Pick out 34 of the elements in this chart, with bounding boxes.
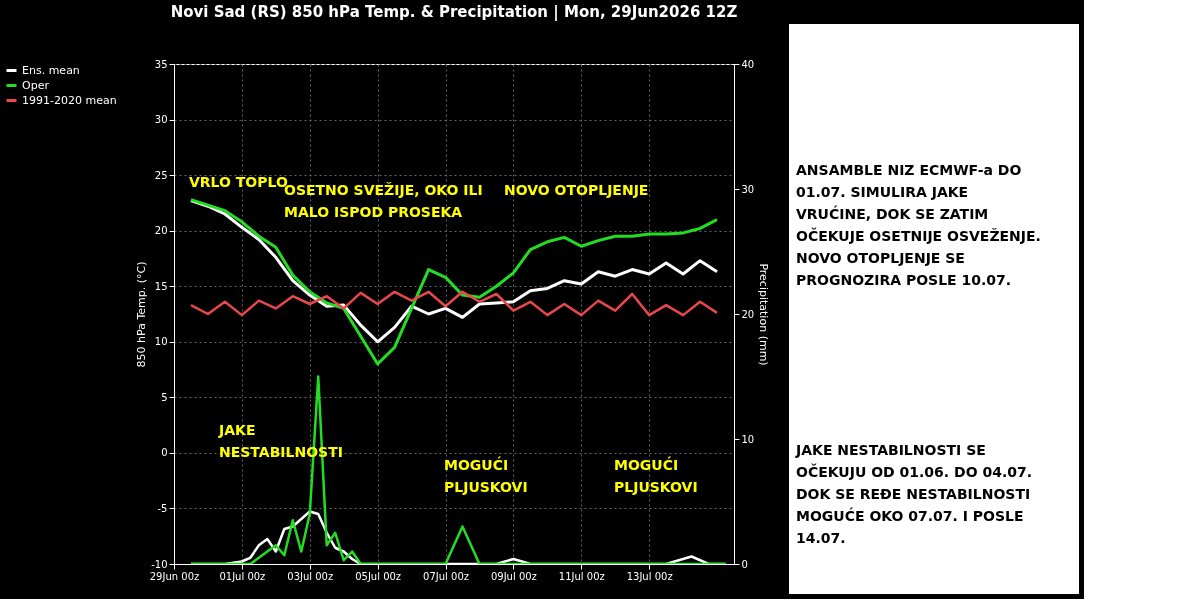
annotation: MOGUĆI PLJUSKOVI — [444, 456, 528, 495]
y2-tick-label: 30 — [741, 183, 755, 195]
y-tick-label: 35 — [154, 58, 168, 70]
y2-axis-title: Precipitation (mm) — [757, 263, 771, 366]
y-axis-title: 850 hPa Temp. (°C) — [135, 261, 149, 368]
y-tick-label: 5 — [161, 391, 168, 403]
y2-tick-label: 10 — [741, 433, 755, 445]
x-tick-label: 01Jul 00z — [219, 570, 266, 582]
annotation: MOGUĆI PLJUSKOVI — [614, 456, 698, 495]
y-tick-label: 10 — [154, 336, 168, 348]
y-tick-label: -10 — [151, 558, 168, 570]
y2-tick-label: 40 — [741, 58, 755, 70]
y2-tick-label: 20 — [741, 308, 755, 320]
x-tick-label: 09Jul 00z — [490, 570, 537, 582]
annotation: NOVO OTOPLJENJE — [504, 182, 649, 198]
text: JAKE NESTABILNOSTI SE OČEKUJU OD 01.06. DO 04.07. DOK SE REĐE NESTABILNOSTI MOGUĆE OKO 07.07. I POSLE 14.07. — [795, 442, 1033, 546]
x-tick-label: 29Jun 00z — [149, 570, 200, 582]
y-tick-label: 15 — [154, 280, 168, 292]
x-tick-label: 13Jul 00z — [626, 570, 673, 582]
x-tick-label: 11Jul 00z — [558, 570, 605, 582]
legend-label: Oper — [22, 78, 50, 92]
y-tick-label: 25 — [154, 169, 168, 181]
y2-tick-label: 0 — [741, 558, 748, 570]
y-tick-label: -5 — [157, 502, 168, 514]
x-tick-label: 05Jul 00z — [355, 570, 402, 582]
text: ANSAMBLE NIZ ECMWF-a DO 01.07. SIMULIRA JAKE VRUĆINE, DOK SE ZATIM OČEKUJE OSETNIJE OSVEŽENJE. NOVO OTOPLJENJE SE PROGNOZIRA POSLE 10.07. — [796, 162, 1041, 288]
x-tick-label: 03Jul 00z — [287, 570, 334, 582]
y-tick-label: 30 — [154, 114, 168, 126]
y-tick-label: 0 — [161, 447, 168, 459]
legend-label: Ens. mean — [22, 63, 80, 77]
y-tick-label: 20 — [154, 225, 168, 237]
chart-title: Novi Sad (RS) 850 hPa Temp. & Precipitation | Mon, 29Jun2026 12Z — [170, 3, 738, 22]
legend-label: 1991-2020 mean — [22, 93, 117, 107]
x-tick-label: 07Jul 00z — [423, 570, 469, 582]
